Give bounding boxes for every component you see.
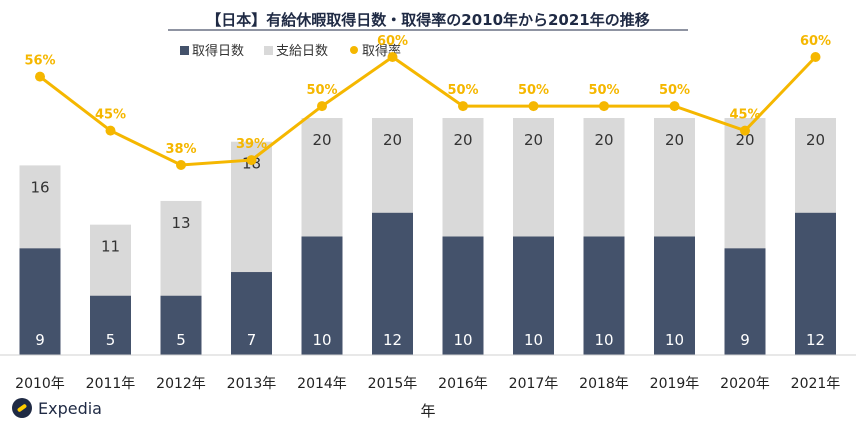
- bar-taken-0: [19, 248, 61, 355]
- data-label-rate-0: 56%: [24, 54, 55, 69]
- rate-point-8: [599, 101, 609, 112]
- bars-group: [0, 118, 856, 356]
- data-label-granted-8: 20: [594, 131, 613, 149]
- x-tick-label-7: 2017年: [509, 376, 559, 392]
- rate-line-group: 56% 45% 38% 39% 50% 60% 50% 50% 50% 50% 45% 60%: [24, 34, 831, 170]
- data-label-rate-1: 45%: [95, 108, 126, 123]
- data-label-rate-5: 60%: [377, 34, 408, 49]
- expedia-brand: Expedia: [12, 398, 102, 418]
- bar-taken-8: [583, 236, 625, 355]
- data-label-rate-4: 50%: [306, 83, 337, 98]
- rate-line: [39, 55, 817, 167]
- x-tick-label-1: 2011年: [86, 376, 136, 392]
- data-label-taken-4: 10: [312, 331, 331, 349]
- rate-point-10: [740, 125, 750, 136]
- data-label-rate-2: 38%: [165, 142, 196, 157]
- rate-point-6: [458, 101, 468, 112]
- bar-taken-9: [654, 236, 695, 355]
- data-label-rate-9: 50%: [659, 83, 690, 98]
- data-label-granted-6: 20: [453, 131, 472, 149]
- data-label-rate-3: 39%: [236, 137, 267, 152]
- data-label-rate-11: 60%: [800, 34, 831, 49]
- bar-taken-2: [160, 295, 202, 355]
- legend-label-taken: 取得日数: [192, 43, 244, 59]
- bar-taken-7: [513, 236, 554, 355]
- rate-point-4: [317, 101, 327, 112]
- data-label-taken-0: 9: [35, 331, 45, 349]
- data-label-granted-0: 16: [30, 178, 49, 196]
- legend-swatch-rate: [350, 46, 358, 54]
- bar-taken-6: [442, 236, 484, 355]
- data-label-taken-1: 5: [106, 331, 116, 349]
- x-tick-label-2: 2012年: [156, 376, 206, 392]
- data-label-taken-7: 10: [524, 331, 543, 349]
- data-label-granted-11: 20: [806, 131, 825, 149]
- expedia-logo-icon: [12, 398, 32, 418]
- bar-taken-1: [90, 295, 131, 355]
- legend-swatch-granted: [264, 46, 273, 55]
- rate-point-3: [246, 155, 257, 166]
- data-label-taken-8: 10: [594, 331, 613, 349]
- bar-taken-10: [724, 248, 766, 355]
- brand-name: Expedia: [38, 398, 102, 418]
- data-label-taken-5: 12: [383, 331, 402, 349]
- data-label-granted-1: 11: [101, 238, 120, 256]
- bar-labels-group: 9165115137181020122010201020102010209201…: [30, 131, 825, 349]
- bar-taken-4: [301, 236, 343, 355]
- data-label-granted-5: 20: [383, 131, 402, 149]
- rate-point-0: [35, 71, 45, 82]
- legend-swatch-taken: [180, 46, 189, 55]
- data-label-rate-6: 50%: [447, 83, 478, 98]
- x-tick-label-0: 2010年: [15, 376, 65, 392]
- data-label-taken-2: 5: [176, 331, 186, 349]
- x-ticks-group: 2010年 2011年 2012年 2013年 2014年 2015年 2016年 2017年…: [15, 376, 840, 392]
- rate-point-11: [810, 52, 821, 62]
- data-label-taken-3: 7: [247, 331, 257, 349]
- data-label-granted-2: 13: [171, 214, 190, 232]
- data-label-granted-7: 20: [524, 131, 543, 149]
- data-label-granted-9: 20: [665, 131, 684, 149]
- data-label-rate-7: 50%: [518, 83, 549, 98]
- x-tick-label-11: 2021年: [791, 376, 841, 392]
- legend-label-granted: 支給日数: [276, 44, 328, 59]
- x-tick-label-8: 2018年: [579, 376, 629, 392]
- bar-taken-5: [372, 212, 413, 355]
- legend: 取得日数 支給日数 取得率: [180, 43, 401, 59]
- rate-point-9: [669, 101, 680, 112]
- bar-taken-11: [795, 212, 836, 355]
- data-label-granted-10: 20: [735, 131, 754, 149]
- data-label-taken-11: 12: [806, 331, 825, 349]
- data-label-taken-9: 10: [665, 331, 684, 349]
- x-tick-label-6: 2016年: [438, 376, 488, 392]
- x-tick-label-10: 2020年: [720, 376, 770, 392]
- data-label-granted-4: 20: [312, 131, 331, 149]
- data-label-rate-10: 45%: [729, 108, 760, 123]
- rate-point-2: [176, 160, 186, 170]
- data-label-rate-8: 50%: [588, 83, 619, 98]
- x-tick-label-5: 2015年: [368, 376, 418, 392]
- x-tick-label-9: 2019年: [650, 376, 700, 392]
- rate-point-7: [528, 101, 539, 112]
- bar-taken-3: [231, 272, 272, 355]
- x-axis-label: 年: [420, 402, 435, 420]
- x-tick-label-4: 2014年: [297, 376, 347, 392]
- data-label-taken-6: 10: [453, 331, 472, 349]
- rate-point-1: [105, 125, 116, 136]
- x-tick-label-3: 2013年: [227, 376, 277, 392]
- rate-point-5: [387, 52, 398, 62]
- data-label-taken-10: 9: [740, 331, 750, 349]
- chart-title: 【日本】有給休暇取得日数・取得率の2010年から2021年の推移: [206, 11, 650, 29]
